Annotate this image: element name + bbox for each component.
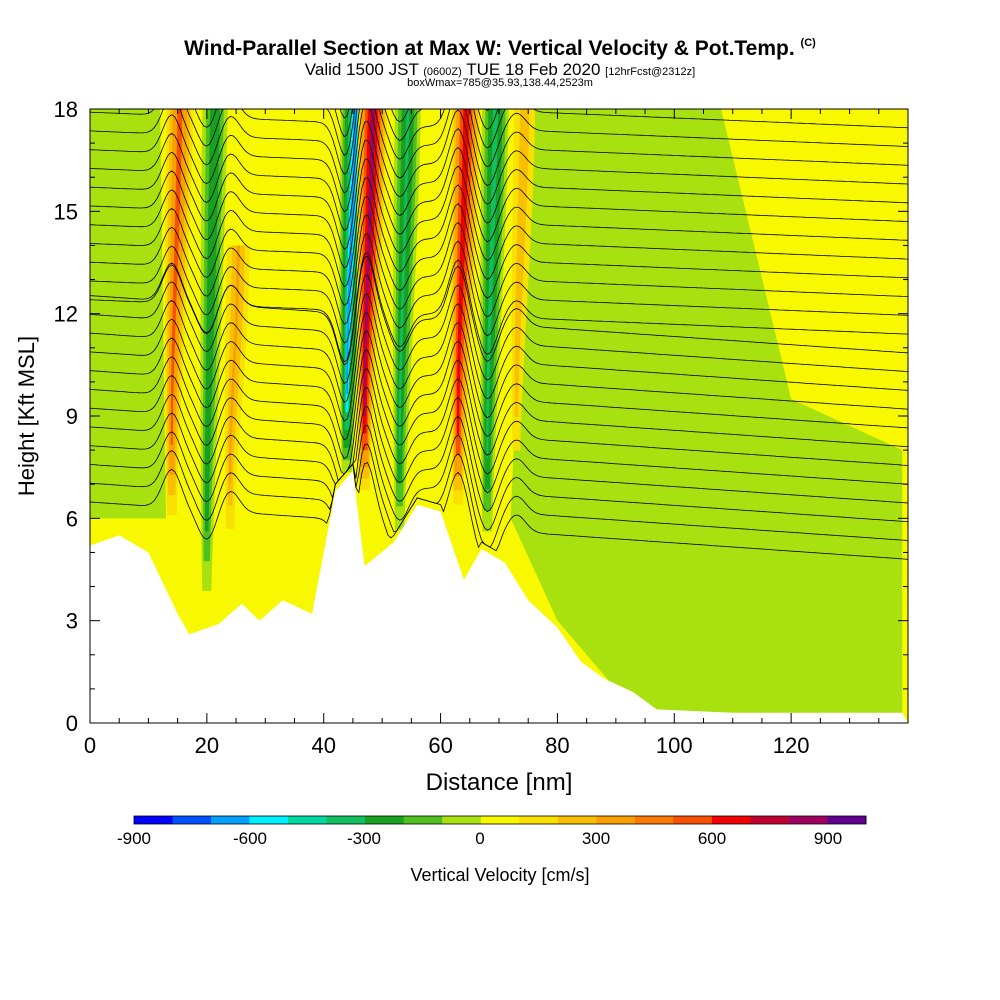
colorbar-tick-label: -300	[347, 829, 381, 848]
velocity-level-300	[229, 245, 240, 483]
velocity-level--450	[486, 109, 498, 459]
pot-temp-contour	[90, 443, 908, 548]
x-axis-label: Distance [nm]	[426, 769, 573, 796]
velocity-level--450	[398, 109, 410, 449]
velocity-band-down	[200, 109, 228, 591]
pot-temp-contour	[90, 424, 908, 531]
colorbar-swatch	[711, 816, 751, 824]
pot-temp-contour	[90, 109, 908, 175]
y-tick-label: 6	[66, 506, 78, 531]
velocity-level-600	[457, 109, 470, 435]
colorbar-swatch	[519, 816, 559, 824]
pot-temp-contour	[90, 120, 908, 232]
colorbar-tick-label: -900	[117, 829, 151, 848]
pot-temp-contours	[90, 92, 908, 560]
colorbar-swatch	[480, 816, 520, 824]
colorbar-tick-label: 300	[582, 829, 610, 848]
pot-temp-contour	[90, 252, 908, 363]
colorbar-tick-label: 600	[698, 829, 726, 848]
pot-temp-contour	[90, 330, 908, 441]
pot-temp-contour	[90, 177, 908, 288]
colorbar-swatch	[788, 816, 828, 824]
colorbar-swatch	[750, 816, 790, 824]
colorbar-swatch	[134, 816, 174, 824]
y-tick-label: 12	[54, 302, 78, 327]
colorbar-swatch	[596, 816, 636, 824]
pot-temp-contour	[90, 312, 908, 422]
velocity-level-450	[170, 109, 183, 445]
colorbar-swatch	[365, 816, 405, 824]
velocity-level-200	[227, 245, 245, 506]
x-tick-label: 80	[545, 733, 569, 758]
chart-subtitle: Valid 1500 JST (0600Z) TUE 18 Feb 2020 […	[304, 60, 696, 79]
chart-title: Wind-Parallel Section at Max W: Vertical…	[184, 37, 816, 60]
colorbar-tick-label: -600	[233, 829, 267, 848]
pot-temp-contour	[90, 92, 908, 99]
terrain	[90, 470, 908, 723]
velocity-band-up	[224, 245, 250, 530]
colorbar-tick-label: 0	[475, 829, 484, 848]
copyright-mark: (C)	[800, 37, 816, 49]
colorbar-swatch	[326, 816, 366, 824]
velocity-zone-weak-down	[510, 109, 903, 723]
velocity-level-200	[514, 109, 530, 418]
colorbar-swatch	[288, 816, 328, 824]
pot-temp-contour	[90, 139, 908, 250]
y-axis-label: Height [Kft MSL]	[14, 336, 39, 496]
colorbar: -900 -600 -300 0 300 600 900	[117, 815, 867, 848]
y-tick-label: 18	[54, 97, 78, 122]
velocity-band-up	[356, 109, 388, 490]
colorbar-frame	[133, 815, 867, 825]
velocity-band-down	[480, 109, 509, 532]
plot-area	[90, 92, 908, 723]
pot-temp-contour	[90, 462, 908, 560]
colorbar-swatch	[634, 816, 674, 824]
pot-temp-contour	[90, 293, 908, 403]
y-tick-label: 15	[54, 199, 78, 224]
pot-temp-contour	[90, 387, 908, 494]
axis-ticks: 0 20 40 60 80 100 120 0 3 6 9 12 15 18	[54, 97, 909, 758]
pot-temp-contour	[90, 233, 908, 344]
pot-temp-contour	[90, 109, 908, 194]
x-tick-label: 0	[84, 733, 96, 758]
chart-box-info: boxWmax=785@35.93,138.44,2523m	[407, 77, 593, 89]
y-tick-label: 3	[66, 609, 78, 634]
x-tick-label: 20	[195, 733, 219, 758]
velocity-level--300	[204, 109, 220, 532]
pot-temp-contour	[90, 349, 908, 460]
colorbar-swatch	[557, 816, 597, 824]
pot-temp-contour	[90, 214, 908, 325]
x-tick-label: 120	[773, 733, 810, 758]
colorbar-swatch	[211, 816, 251, 824]
x-tick-label: 60	[428, 733, 452, 758]
velocity-level--750	[346, 109, 357, 395]
x-tick-label: 100	[656, 733, 693, 758]
colorbar-swatch	[442, 816, 482, 824]
velocity-zone-weak-down	[90, 109, 166, 519]
pot-temp-contour	[90, 195, 908, 307]
y-tick-label: 9	[66, 404, 78, 429]
pot-temp-contour	[90, 405, 908, 512]
velocity-level-750	[363, 109, 375, 417]
y-tick-label: 0	[66, 711, 78, 736]
colorbar-swatch	[403, 816, 443, 824]
colorbar-swatch	[249, 816, 289, 824]
pot-temp-contour	[90, 158, 908, 269]
colorbar-swatch	[172, 816, 212, 824]
pot-temp-contour	[194, 109, 908, 156]
colorbar-swatch	[827, 816, 867, 824]
x-tick-label: 40	[311, 733, 335, 758]
colorbar-tick-label: 900	[814, 829, 842, 848]
pot-temp-contour	[90, 274, 908, 385]
colorbar-label: Vertical Velocity [cm/s]	[410, 865, 589, 885]
pot-temp-contour	[90, 368, 908, 475]
pot-temp-contour	[90, 109, 908, 213]
colorbar-swatch	[673, 816, 713, 824]
